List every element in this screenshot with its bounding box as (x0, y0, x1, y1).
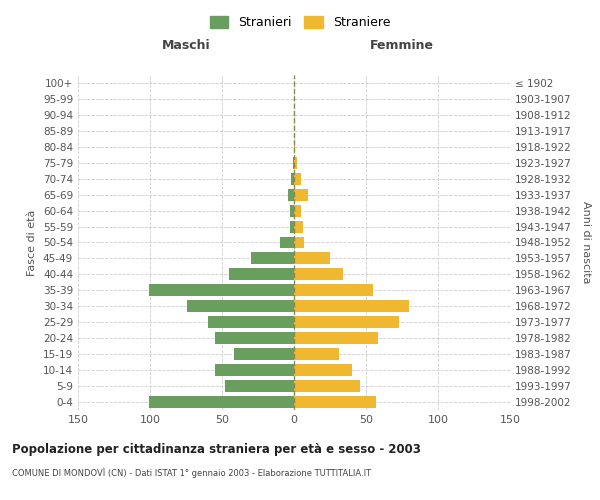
Bar (294, 300, 409, 312)
Bar (149, 396, 294, 408)
Bar (225, 380, 294, 392)
Bar (215, 332, 294, 344)
Bar (294, 236, 304, 248)
Bar (294, 380, 360, 392)
Bar (294, 396, 376, 408)
Text: Popolazione per cittadinanza straniera per età e sesso - 2003: Popolazione per cittadinanza straniera p… (12, 442, 421, 456)
Bar (294, 348, 338, 360)
Bar (294, 220, 302, 232)
Bar (288, 188, 294, 200)
Bar (149, 284, 294, 296)
Y-axis label: Anni di nascita: Anni di nascita (581, 201, 591, 284)
Bar (294, 172, 301, 184)
Bar (291, 172, 294, 184)
Bar (294, 141, 295, 153)
Bar (233, 348, 294, 360)
Bar (208, 316, 294, 328)
Bar (294, 316, 399, 328)
Bar (229, 268, 294, 280)
Bar (294, 332, 377, 344)
Bar (294, 204, 301, 216)
Y-axis label: Fasce di età: Fasce di età (28, 210, 37, 276)
Text: Femmine: Femmine (370, 40, 434, 52)
Bar (290, 220, 294, 232)
Bar (294, 364, 352, 376)
Bar (293, 157, 294, 168)
Text: Maschi: Maschi (161, 40, 211, 52)
Bar (187, 300, 294, 312)
Bar (294, 188, 308, 200)
Bar (280, 236, 294, 248)
Bar (215, 364, 294, 376)
Text: COMUNE DI MONDOVÌ (CN) - Dati ISTAT 1° gennaio 2003 - Elaborazione TUTTITALIA.IT: COMUNE DI MONDOVÌ (CN) - Dati ISTAT 1° g… (12, 468, 371, 478)
Bar (294, 268, 343, 280)
Legend: Stranieri, Straniere: Stranieri, Straniere (205, 11, 395, 34)
Bar (251, 252, 294, 264)
Bar (294, 252, 330, 264)
Bar (294, 157, 297, 168)
Bar (294, 284, 373, 296)
Bar (290, 204, 294, 216)
